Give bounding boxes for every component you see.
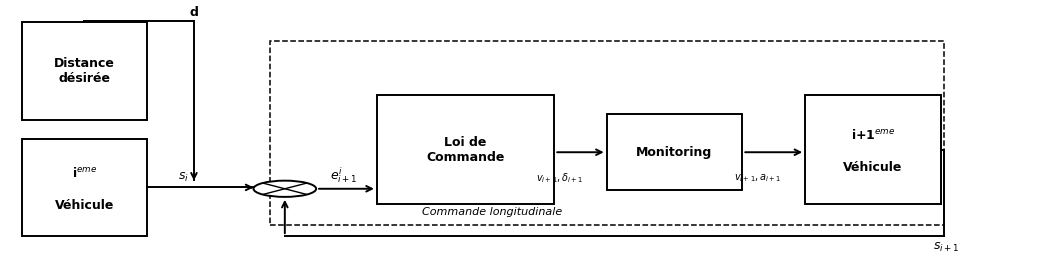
FancyBboxPatch shape [22,22,146,120]
FancyBboxPatch shape [805,95,940,204]
Text: $v_{i+1},\delta_{i+1}$: $v_{i+1},\delta_{i+1}$ [536,171,584,185]
Text: $s_{i+1}$: $s_{i+1}$ [933,240,959,254]
FancyBboxPatch shape [377,95,554,204]
Text: Monitoring: Monitoring [636,146,712,159]
Text: $v_{i+1},a_{i+1}$: $v_{i+1},a_{i+1}$ [734,172,781,184]
Text: Véhicule: Véhicule [843,161,903,174]
Text: i+1$^{eme}$: i+1$^{eme}$ [850,128,895,142]
Circle shape [253,181,316,197]
Text: $e^i_{i+1}$: $e^i_{i+1}$ [329,165,358,185]
Text: $s_i$: $s_i$ [178,171,189,184]
Text: i$^{eme}$: i$^{eme}$ [71,166,97,180]
Text: Distance
désirée: Distance désirée [53,57,115,85]
FancyBboxPatch shape [607,114,743,190]
Text: Loi de
Commande: Loi de Commande [427,135,505,163]
Text: Véhicule: Véhicule [54,199,114,212]
FancyBboxPatch shape [22,139,146,236]
Text: d: d [189,6,199,19]
Text: Commande longitudinale: Commande longitudinale [422,207,562,217]
